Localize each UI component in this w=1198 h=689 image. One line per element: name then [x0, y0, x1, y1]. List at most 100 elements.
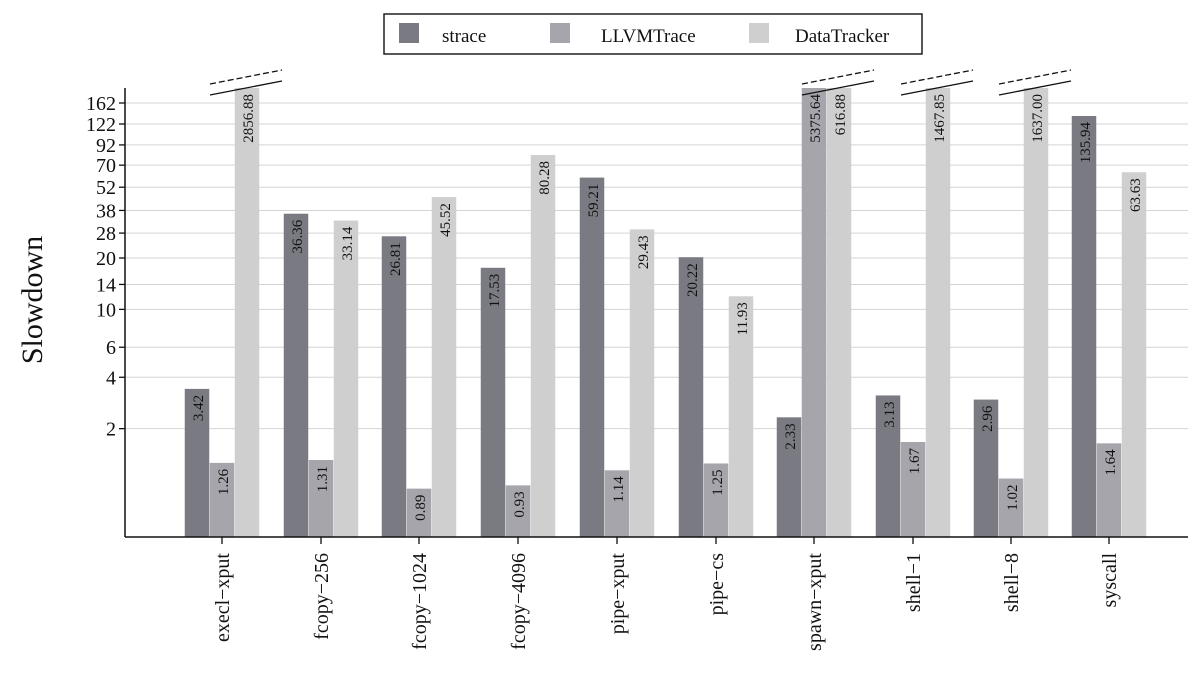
legend-label-strace: strace: [442, 26, 486, 47]
x-tick-label: shell−8: [1001, 553, 1023, 612]
data-label: 3.42: [191, 395, 207, 421]
y-tick-label: 28: [96, 223, 116, 245]
data-label: 3.13: [882, 401, 898, 427]
bar-llvmtrace: [900, 441, 926, 537]
bar-datatracker: [629, 229, 655, 537]
x-tick-label: fcopy−256: [311, 553, 333, 640]
x-tick-label: pipe−xput: [607, 553, 629, 635]
bar-strace: [283, 213, 309, 537]
data-label: 1.67: [907, 447, 923, 474]
data-label: 80.28: [537, 161, 553, 195]
legend-box: [383, 13, 923, 55]
x-tick-label: fcopy−4096: [508, 553, 530, 650]
axis-break-mark: [998, 80, 1072, 96]
bar-llvmtrace: [604, 470, 630, 537]
legend-swatch-strace: [399, 23, 419, 43]
legend-swatch-llvmtrace: [550, 23, 570, 43]
axis-break-mark: [209, 69, 283, 85]
bar-datatracker: [1023, 88, 1049, 537]
data-label: 59.21: [586, 184, 602, 218]
bars: 3.42 1.26 2856.88 36.36 1.31 33.14 26.81 0.89 45…: [184, 88, 1147, 538]
data-label: 2856.88: [241, 94, 257, 143]
data-label: 5375.64: [808, 94, 824, 143]
axis-break-mark: [900, 80, 974, 96]
bar-datatracker: [333, 220, 359, 538]
bar-llvmtrace: [505, 485, 531, 537]
data-label: 45.52: [438, 203, 454, 237]
y-tick-label: 20: [96, 248, 116, 270]
data-label: 1.31: [315, 466, 331, 492]
bar-llvmtrace: [801, 88, 827, 537]
data-label: 36.36: [290, 219, 306, 253]
y-tick-label: 14: [96, 274, 116, 296]
x-tick-label: fcopy−1024: [409, 553, 431, 650]
x-tick-label: syscall: [1099, 553, 1121, 608]
data-label: 63.63: [1128, 178, 1144, 212]
y-tick-label: 6: [106, 337, 116, 359]
legend-swatch-datatracker: [749, 23, 769, 43]
data-label: 2.33: [783, 423, 799, 449]
bar-strace: [973, 399, 999, 537]
y-tick-label: 4: [106, 367, 116, 389]
x-tick-label: pipe−cs: [706, 553, 728, 616]
bar-datatracker: [431, 197, 457, 537]
data-label: 29.43: [636, 235, 652, 269]
bar-datatracker: [234, 88, 260, 537]
data-label: 1.26: [216, 468, 232, 495]
x-tick-label: spawn−xput: [804, 553, 826, 651]
axis-break-mark: [209, 80, 283, 96]
legend: strace LLVMTrace DataTracker: [383, 13, 923, 55]
bar-datatracker: [728, 296, 754, 537]
data-label: 616.88: [833, 94, 849, 135]
data-label: 33.14: [340, 226, 356, 260]
data-label: 11.93: [735, 302, 751, 335]
y-tick-label: 38: [96, 200, 116, 222]
data-label: 0.89: [413, 495, 429, 521]
data-label: 1.02: [1005, 485, 1021, 511]
y-tick-label: 70: [96, 155, 116, 177]
data-label: 1.14: [611, 476, 627, 503]
data-label: 1.25: [710, 469, 726, 495]
y-tick-label: 162: [86, 93, 116, 115]
bar-llvmtrace: [998, 478, 1024, 537]
bar-strace: [875, 395, 901, 537]
axis-break-mark: [801, 80, 875, 96]
bar-datatracker: [1121, 172, 1147, 537]
data-label: 1467.85: [932, 94, 948, 143]
bar-strace: [480, 267, 506, 537]
y-tick-label: 2: [106, 419, 116, 441]
x-tick-label: execl−xput: [212, 553, 234, 642]
bar-datatracker: [530, 155, 556, 537]
bar-datatracker: [925, 88, 951, 537]
y-tick-label: 92: [96, 135, 116, 157]
legend-label-datatracker: DataTracker: [795, 26, 890, 47]
bar-llvmtrace: [1096, 443, 1122, 537]
legend-label-llvmtrace: LLVMTrace: [601, 26, 696, 47]
bar-strace: [776, 417, 802, 537]
bar-llvmtrace: [406, 488, 432, 537]
bar-strace: [1071, 115, 1097, 538]
bar-strace: [381, 236, 407, 537]
bar-strace: [678, 257, 704, 537]
bar-datatracker: [826, 88, 852, 537]
data-label: 0.93: [512, 491, 528, 517]
x-tick-label: shell−1: [903, 553, 925, 612]
bar-strace: [184, 388, 210, 537]
data-label: 135.94: [1078, 121, 1094, 163]
data-label: 1.64: [1103, 449, 1119, 476]
data-label: 26.81: [388, 242, 404, 276]
data-label: 20.22: [685, 263, 701, 297]
data-label: 17.53: [487, 274, 503, 308]
axis-break-mark: [900, 69, 974, 85]
axis-break-mark: [998, 69, 1072, 85]
data-label: 2.96: [980, 405, 996, 432]
bar-llvmtrace: [209, 462, 235, 537]
y-tick-label: 122: [86, 114, 116, 136]
axis-break-mark: [801, 69, 875, 85]
y-tick-label: 10: [96, 299, 116, 321]
data-label: 1637.00: [1030, 94, 1046, 143]
y-tick-label: 52: [96, 177, 116, 199]
bar-llvmtrace: [703, 463, 729, 537]
